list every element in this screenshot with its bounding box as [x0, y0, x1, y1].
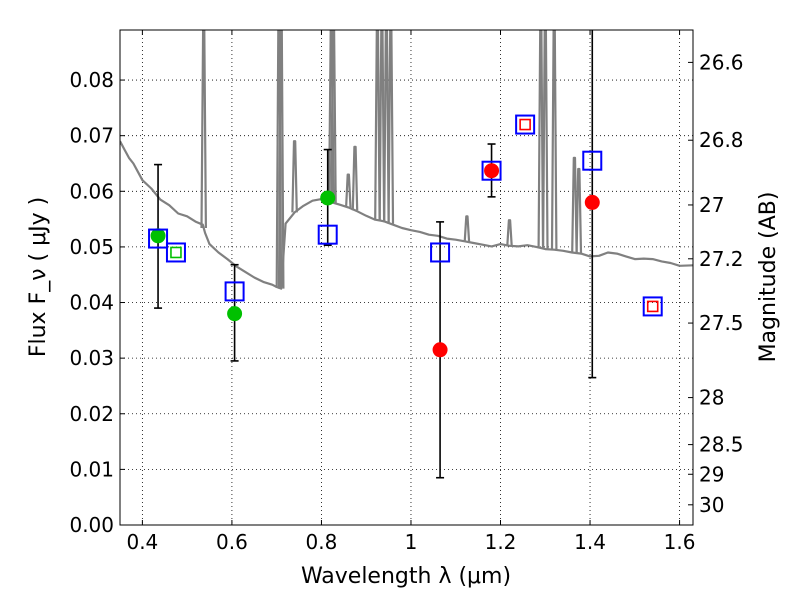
- detection-point: [227, 306, 243, 322]
- model-square: [224, 281, 245, 302]
- emission-line: [200, 30, 207, 229]
- model-square: [165, 242, 186, 263]
- model-square: [481, 160, 502, 181]
- y-tick-label: 0.05: [69, 235, 114, 259]
- emission-line: [374, 30, 381, 221]
- y-tick-label: 0.04: [69, 291, 114, 315]
- x-tick-label: 1.2: [485, 530, 517, 554]
- model-square: [317, 224, 338, 245]
- emission-line: [291, 140, 298, 213]
- mag-tick-label: 26.8: [699, 128, 744, 152]
- x-tick-label: 0.4: [126, 530, 158, 554]
- emission-line: [383, 30, 390, 223]
- emission-line: [542, 30, 549, 250]
- y-axis-label: Flux F_ν ( μJy ): [26, 197, 51, 357]
- emission-line: [575, 167, 583, 254]
- model-square: [642, 296, 663, 317]
- mag-tick-label: 28: [699, 386, 724, 410]
- mag-tick-label: 27.5: [699, 311, 744, 335]
- marker-layer: [148, 114, 663, 358]
- emission-line: [537, 30, 545, 249]
- emission-line: [550, 30, 558, 250]
- limit-square: [646, 300, 659, 313]
- y-tick-label: 0.06: [69, 179, 114, 203]
- x-tick-label: 1.6: [664, 530, 696, 554]
- detection-point: [320, 190, 336, 206]
- model-square: [582, 150, 603, 171]
- limit-square: [519, 118, 531, 131]
- model-square: [148, 228, 169, 249]
- x-tick-label: 0.6: [216, 530, 248, 554]
- detection-point: [432, 342, 448, 358]
- x-tick-label: 1.4: [574, 530, 606, 554]
- emission-line: [345, 173, 352, 208]
- emission-line: [387, 30, 395, 224]
- emission-line: [351, 145, 359, 211]
- emission-line: [571, 156, 578, 253]
- detection-point: [584, 194, 600, 210]
- emission-line: [378, 30, 386, 221]
- y-tick-label: 0.02: [69, 402, 114, 426]
- x-tick-label: 1: [405, 530, 418, 554]
- y-tick-label: 0.00: [69, 513, 114, 537]
- emission-line: [277, 30, 285, 289]
- y-tick-label: 0.08: [69, 68, 114, 92]
- mag-tick-label: 26.6: [699, 50, 744, 74]
- y-tick-label: 0.01: [69, 457, 114, 481]
- mag-tick-label: 27: [699, 193, 724, 217]
- tick-layer: 0.4 0.6 0.8 1 1.2 1.4 1.6 0.00 0.01 0.02 0.03 0.04 0…: [69, 30, 744, 554]
- detection-point: [150, 228, 166, 244]
- sed-template-layer: [120, 30, 693, 290]
- emission-line: [463, 215, 471, 242]
- model-square: [515, 114, 536, 135]
- emission-line: [330, 30, 337, 203]
- plot-frame: [119, 29, 694, 526]
- grid: [120, 30, 693, 526]
- mag-tick-label: 29: [699, 462, 724, 486]
- emission-line: [506, 219, 513, 246]
- y2-axis-label: Magnitude (AB): [756, 192, 781, 363]
- y-tick-label: 0.07: [69, 124, 114, 148]
- model-square: [430, 242, 451, 263]
- detection-point: [484, 163, 500, 179]
- y-tick-label: 0.03: [69, 346, 114, 370]
- limit-square: [170, 246, 182, 259]
- x-axis-label: Wavelength λ (μm): [301, 564, 511, 589]
- mag-tick-label: 30: [699, 493, 724, 517]
- mag-tick-label: 27.2: [699, 247, 744, 271]
- x-tick-label: 0.8: [306, 530, 338, 554]
- mag-tick-label: 28.5: [699, 433, 744, 457]
